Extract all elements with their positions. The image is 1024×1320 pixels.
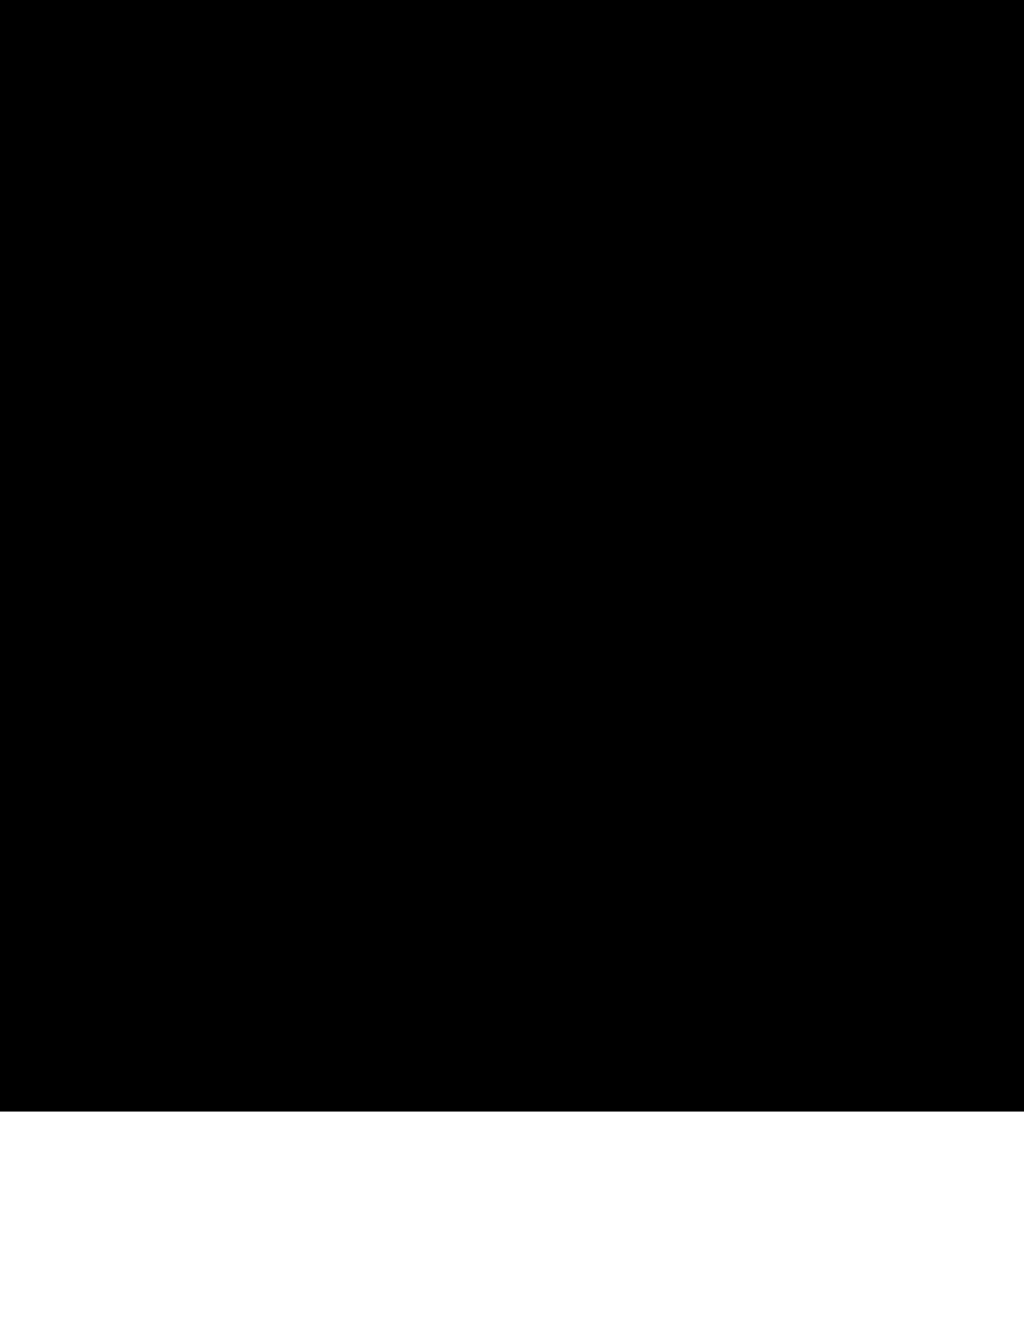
Text: PW: PW (385, 651, 407, 664)
Bar (334, 558, 392, 611)
Text: GI2: GI2 (575, 276, 598, 289)
Bar (559, 558, 617, 611)
Text: 1: 1 (484, 659, 493, 671)
Text: Patent Application Publication: Patent Application Publication (193, 191, 408, 205)
Text: 1A: 1A (344, 512, 364, 525)
Text: 3: 3 (337, 356, 345, 370)
Bar (330, 554, 397, 615)
Text: NW: NW (639, 356, 663, 370)
Bar (554, 554, 622, 615)
Polygon shape (472, 346, 487, 358)
Text: GE2: GE2 (556, 533, 583, 546)
Text: 3: 3 (307, 651, 315, 664)
Text: 2: 2 (454, 356, 462, 370)
Text: 1B: 1B (667, 275, 685, 289)
Bar (204, 304, 831, 315)
Text: US 2013/0207203 A1: US 2013/0207203 A1 (643, 191, 791, 205)
Text: 1: 1 (473, 364, 481, 378)
Text: 10: 10 (575, 541, 590, 552)
Bar (204, 322, 831, 345)
Bar (204, 289, 831, 304)
Text: 2: 2 (275, 566, 284, 578)
Text: 1: 1 (822, 594, 829, 605)
Text: 3: 3 (569, 356, 578, 370)
Text: 9: 9 (340, 541, 347, 552)
Text: Aug. 15, 2013: Aug. 15, 2013 (431, 191, 528, 205)
Text: GE1: GE1 (331, 533, 358, 546)
Text: 10: 10 (352, 541, 367, 552)
Bar (204, 289, 831, 359)
Text: NW: NW (508, 651, 531, 664)
Bar (204, 345, 831, 359)
Bar (334, 558, 392, 611)
Text: GI1: GI1 (250, 276, 273, 289)
Text: 3: 3 (628, 651, 635, 664)
Text: 2: 2 (637, 566, 645, 578)
Text: 9: 9 (563, 541, 570, 552)
Bar (812, 322, 831, 359)
Polygon shape (579, 593, 597, 610)
Bar (204, 576, 831, 638)
Text: 10: 10 (460, 276, 475, 289)
Text: Sheet 10 of 25: Sheet 10 of 25 (523, 191, 625, 205)
Text: GI2: GI2 (585, 651, 607, 664)
Text: 2: 2 (801, 651, 808, 664)
Text: FIG. 16: FIG. 16 (460, 240, 571, 268)
Text: 1A: 1A (344, 275, 364, 289)
Text: 9: 9 (444, 276, 453, 289)
Polygon shape (354, 593, 373, 610)
Bar (204, 315, 831, 322)
Bar (204, 576, 831, 651)
Bar (204, 638, 831, 651)
Text: 2: 2 (205, 651, 213, 664)
Bar (204, 322, 223, 359)
Text: FIG. 17: FIG. 17 (460, 483, 571, 511)
Text: 2: 2 (804, 356, 812, 370)
Text: 1B: 1B (667, 512, 685, 525)
Text: PW: PW (416, 356, 437, 370)
Text: 2: 2 (431, 651, 438, 664)
Bar (559, 558, 617, 611)
Text: GI1: GI1 (276, 651, 300, 664)
Bar (462, 322, 499, 358)
Text: 2: 2 (205, 356, 213, 370)
